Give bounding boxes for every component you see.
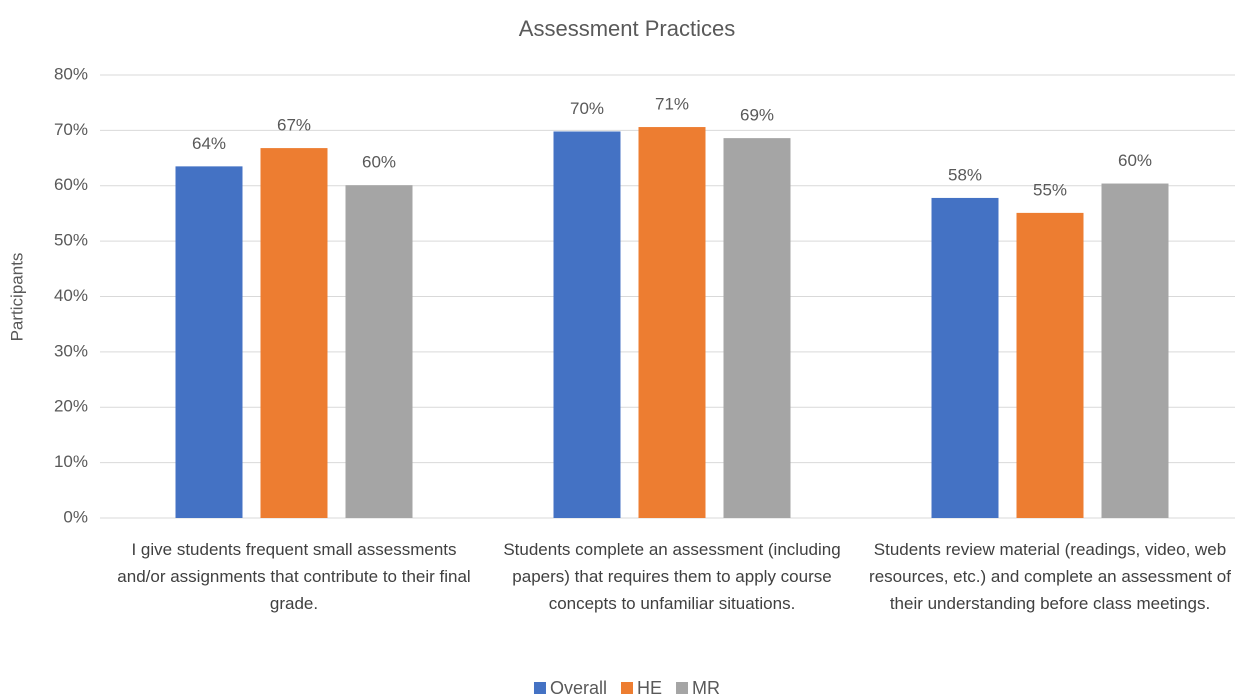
legend-swatch xyxy=(621,682,633,694)
y-tick-label: 0% xyxy=(63,507,88,526)
y-tick-label: 40% xyxy=(54,286,88,305)
legend-swatch xyxy=(676,682,689,694)
y-axis-label: Participants xyxy=(7,253,26,342)
bar xyxy=(175,166,243,518)
y-tick-label: 10% xyxy=(54,452,88,471)
x-tick-label: Students review material (readings, vide… xyxy=(869,540,1231,613)
bar xyxy=(931,197,999,518)
data-label: 58% xyxy=(948,165,982,184)
data-label: 55% xyxy=(1033,180,1067,199)
data-label: 60% xyxy=(1118,151,1152,170)
data-label: 64% xyxy=(192,134,226,153)
data-label: 60% xyxy=(362,153,396,172)
legend-label: Overall xyxy=(550,678,607,698)
bar xyxy=(638,127,706,519)
y-tick-label: 80% xyxy=(54,64,88,83)
bar xyxy=(553,131,621,519)
y-tick-label: 30% xyxy=(54,341,88,360)
data-label: 67% xyxy=(277,116,311,135)
data-label: 71% xyxy=(655,95,689,114)
legend-label: MR xyxy=(692,678,720,698)
legend-swatch xyxy=(533,682,546,694)
bar xyxy=(260,148,328,518)
bar xyxy=(345,185,413,519)
x-tick-label: I give students frequent small assessmen… xyxy=(117,540,471,613)
bar xyxy=(1101,183,1169,518)
bar xyxy=(1016,212,1084,519)
legend-label: HE xyxy=(637,678,662,698)
y-tick-label: 70% xyxy=(54,120,88,139)
data-label: 69% xyxy=(740,106,774,125)
y-tick-label: 20% xyxy=(54,397,88,416)
x-tick-label: Students complete an assessment (includi… xyxy=(503,540,841,613)
y-tick-label: 60% xyxy=(54,175,88,194)
data-label: 70% xyxy=(570,99,604,118)
y-tick-label: 50% xyxy=(54,231,88,250)
chart-title: Assessment Practices xyxy=(519,16,735,41)
bar xyxy=(723,138,791,518)
